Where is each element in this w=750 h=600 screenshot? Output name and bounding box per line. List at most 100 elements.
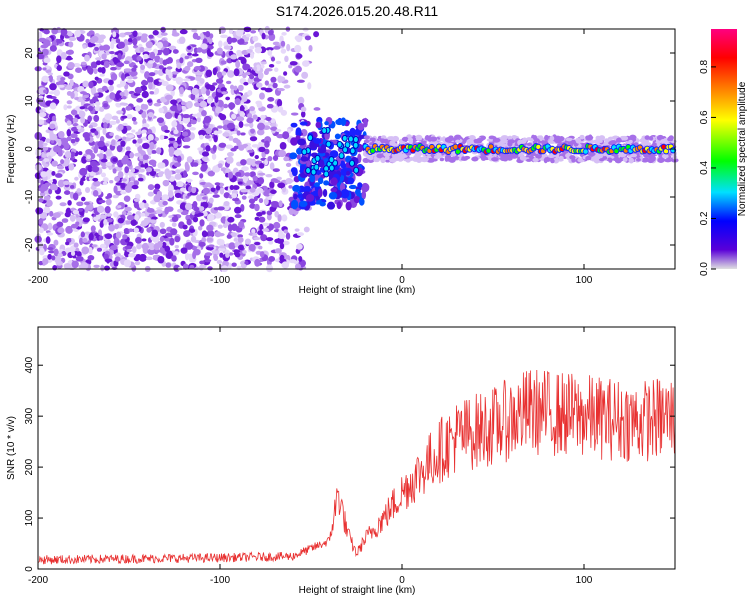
heatmap-cell <box>166 66 173 70</box>
heatmap-cell <box>136 97 143 103</box>
heatmap-cell <box>125 146 131 151</box>
heatmap-cell <box>317 188 323 198</box>
heatmap-cell <box>70 133 78 139</box>
heatmap-cell <box>117 171 124 178</box>
x-tick-label: -200 <box>28 275 48 286</box>
heatmap-cell <box>247 195 255 200</box>
heatmap-cell <box>72 117 79 123</box>
heatmap-cell <box>635 158 641 162</box>
heatmap-cell <box>309 173 316 183</box>
heatmap-cell <box>186 61 194 68</box>
y-tick-label: 400 <box>24 356 35 373</box>
x-tick-label: -100 <box>210 275 230 286</box>
heatmap-cell <box>297 193 303 198</box>
heatmap-cell <box>282 131 290 140</box>
heatmap-cell <box>296 79 305 83</box>
heatmap-cell <box>101 66 106 74</box>
heatmap-cell <box>84 186 91 193</box>
heatmap-cell <box>153 102 161 107</box>
heatmap-cell <box>134 261 141 266</box>
heatmap-cell <box>80 61 87 66</box>
heatmap-cell <box>242 72 247 79</box>
heatmap-cell <box>115 231 122 239</box>
heatmap-cell <box>96 247 103 252</box>
heatmap-cell <box>147 111 154 118</box>
heatmap-cell <box>307 134 314 142</box>
heatmap-cell <box>533 134 538 141</box>
heatmap-cell <box>151 216 158 220</box>
heatmap-cell <box>322 188 328 198</box>
heatmap-cell <box>225 252 230 258</box>
heatmap-cell <box>61 218 69 223</box>
heatmap-cell <box>256 129 265 136</box>
heatmap-cell <box>297 96 305 105</box>
heatmap-cell <box>158 162 166 169</box>
heatmap-cell <box>53 248 59 257</box>
heatmap-cell <box>323 180 330 186</box>
colorbar-tick-label: 0.8 <box>699 60 710 74</box>
heatmap-cell <box>270 200 279 206</box>
heatmap-cell <box>147 148 152 156</box>
heatmap-cell <box>43 57 51 64</box>
heatmap-cell <box>82 131 91 139</box>
heatmap-cell <box>77 85 85 93</box>
heatmap-cell <box>162 179 170 187</box>
heatmap-cell <box>285 232 291 240</box>
heatmap-cell <box>273 221 281 230</box>
heatmap-cell <box>199 219 205 227</box>
heatmap-cell <box>630 153 638 158</box>
heatmap-cell <box>304 35 312 41</box>
heatmap-cell <box>201 110 207 117</box>
heatmap-cell <box>65 50 74 55</box>
heatmap-cell <box>253 192 259 196</box>
heatmap-cell <box>165 84 174 92</box>
heatmap-cell <box>272 155 279 161</box>
heatmap-cell <box>49 45 57 52</box>
heatmap-cell <box>161 80 169 87</box>
heatmap-cell <box>117 53 122 61</box>
heatmap-cell <box>291 167 298 177</box>
heatmap-cell <box>277 214 282 222</box>
heatmap-cell <box>79 179 84 186</box>
heatmap-cell <box>182 170 188 178</box>
heatmap-cell <box>264 148 270 155</box>
heatmap-cell <box>549 135 555 142</box>
heatmap-cell <box>133 227 140 233</box>
heatmap-cell <box>290 137 298 146</box>
heatmap-cell <box>56 38 63 44</box>
heatmap-cell <box>37 119 45 126</box>
heatmap-cell <box>121 102 129 106</box>
heatmap-cell <box>240 188 249 193</box>
heatmap-cell <box>301 71 309 79</box>
heatmap-cell <box>185 163 190 172</box>
heatmap-cell <box>231 113 237 120</box>
heatmap-cell <box>543 157 548 164</box>
heatmap-cell <box>300 110 306 118</box>
heatmap-cell <box>240 159 247 166</box>
heatmap-cell <box>204 134 211 139</box>
heatmap-cell <box>298 200 308 208</box>
heatmap-cell <box>207 266 213 271</box>
heatmap-cell <box>301 148 308 156</box>
heatmap-cell <box>237 181 243 185</box>
heatmap-cell <box>152 235 160 243</box>
heatmap-cell <box>243 81 249 86</box>
heatmap-cell <box>579 134 585 140</box>
heatmap-cell <box>519 155 526 161</box>
heatmap-cell <box>130 71 135 77</box>
x-tick-label: 0 <box>399 575 405 586</box>
heatmap-cell <box>300 106 307 112</box>
heatmap-cell <box>303 226 310 233</box>
y-tick-label: 200 <box>24 458 35 475</box>
heatmap-cell <box>194 213 202 218</box>
heatmap-cell <box>229 185 235 191</box>
heatmap-cell <box>174 173 182 180</box>
heatmap-cell <box>348 184 357 190</box>
heatmap-cell <box>184 55 190 60</box>
heatmap-cell <box>260 61 267 65</box>
heatmap-cell <box>196 194 203 202</box>
heatmap-cell <box>231 262 237 267</box>
heatmap-cell <box>98 235 104 241</box>
heatmap-cell <box>201 236 207 244</box>
